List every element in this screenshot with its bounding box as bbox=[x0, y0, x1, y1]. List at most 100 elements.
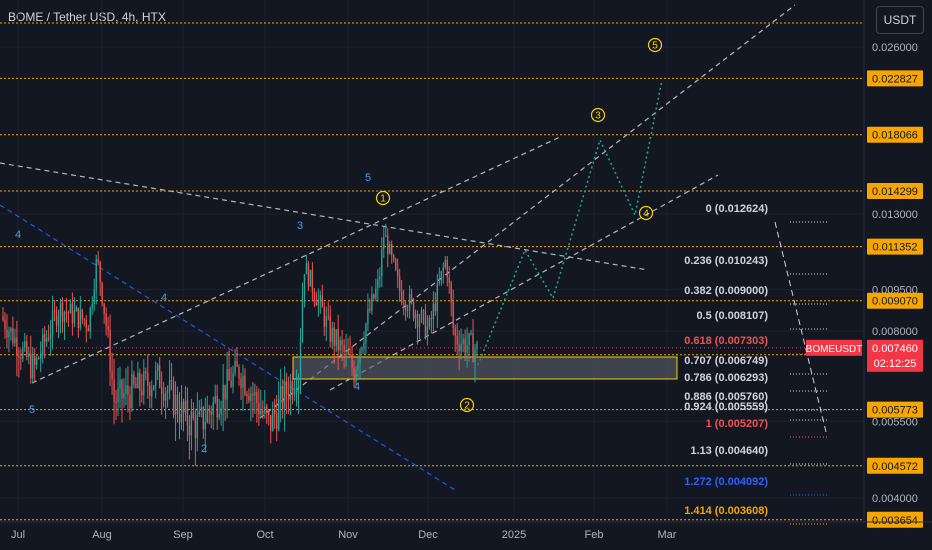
candle-body bbox=[182, 401, 185, 413]
candle-body bbox=[428, 317, 431, 327]
wave-circle-4 bbox=[638, 205, 654, 221]
candle-body bbox=[234, 360, 236, 374]
level-label-bg bbox=[867, 457, 923, 474]
candle-body bbox=[426, 326, 429, 338]
candle-body bbox=[242, 375, 244, 389]
candle-body bbox=[307, 263, 310, 287]
y-tick-label: 0.026000 bbox=[872, 42, 918, 54]
candle-body bbox=[351, 354, 353, 368]
level-label: 0.003654 bbox=[872, 515, 918, 527]
candle-body bbox=[291, 381, 294, 396]
candle-body bbox=[327, 316, 329, 318]
candle-body bbox=[438, 280, 441, 284]
candle-body bbox=[186, 400, 189, 426]
x-tick-label: Nov bbox=[338, 529, 358, 541]
candle-body bbox=[143, 371, 145, 396]
currency-button[interactable]: USDT bbox=[876, 6, 924, 34]
candle-body bbox=[272, 409, 274, 431]
candle-body bbox=[51, 310, 54, 334]
candle-body bbox=[424, 310, 427, 338]
candle-body bbox=[22, 347, 24, 359]
candle-body bbox=[91, 303, 93, 308]
channel-lower bbox=[329, 174, 719, 391]
candle-body bbox=[476, 342, 478, 350]
candle-body bbox=[361, 347, 363, 351]
candle-body bbox=[353, 367, 355, 382]
candle-body bbox=[270, 415, 272, 431]
wave-label-2: 2 bbox=[464, 401, 470, 412]
candle-body bbox=[222, 384, 224, 409]
candle-body bbox=[204, 422, 206, 430]
candle-body bbox=[137, 372, 139, 388]
fib-label: 0.886 (0.005760) bbox=[684, 391, 768, 403]
candle-body bbox=[168, 380, 171, 391]
candle-body bbox=[109, 330, 111, 372]
y-tick-label: 0.005500 bbox=[872, 416, 918, 428]
level-label-bg bbox=[867, 238, 923, 255]
candle-body bbox=[317, 299, 320, 306]
candle-body bbox=[305, 263, 308, 275]
candle-body bbox=[440, 271, 442, 281]
candle-body bbox=[77, 307, 80, 328]
candle-body bbox=[188, 425, 191, 436]
candle-body bbox=[442, 267, 444, 272]
fib-label: 0.382 (0.009000) bbox=[684, 285, 768, 297]
x-tick-label: Dec bbox=[418, 529, 438, 541]
candle-body bbox=[363, 342, 365, 348]
y-tick-label: 0.013000 bbox=[872, 209, 918, 221]
candle-body bbox=[232, 373, 234, 387]
x-tick-label: 2025 bbox=[502, 529, 526, 541]
candle-body bbox=[367, 308, 369, 324]
candle-body bbox=[313, 291, 316, 300]
wave-label-small: 4 bbox=[161, 292, 167, 304]
candle-body bbox=[456, 335, 458, 345]
candle-body bbox=[446, 259, 448, 278]
candle-body bbox=[381, 248, 383, 277]
candle-body bbox=[131, 374, 133, 409]
candle-body bbox=[460, 343, 462, 352]
candle-body bbox=[444, 259, 446, 268]
level-label: 0.009070 bbox=[872, 296, 918, 308]
candle-body bbox=[85, 320, 87, 328]
candle-body bbox=[420, 310, 423, 321]
fib-label: 0.618 (0.007303) bbox=[684, 335, 768, 347]
candle-body bbox=[172, 381, 175, 415]
candle-body bbox=[125, 385, 127, 394]
candle-body bbox=[287, 394, 290, 400]
candle-body bbox=[303, 274, 306, 296]
candle-body bbox=[141, 390, 143, 396]
chart-title: BOME / Tether USD, 4h, HTX bbox=[8, 10, 166, 24]
candle-body bbox=[450, 282, 452, 303]
candle-body bbox=[65, 312, 68, 314]
candle-body bbox=[319, 295, 322, 300]
candle-body bbox=[202, 407, 204, 430]
candle-body bbox=[4, 319, 6, 330]
x-tick-label: Feb bbox=[585, 529, 604, 541]
candle-body bbox=[158, 365, 161, 388]
candle-body bbox=[119, 380, 121, 389]
candle-body bbox=[192, 411, 195, 419]
wave-label-5: 5 bbox=[652, 41, 658, 52]
candle-body bbox=[462, 338, 464, 344]
candle-body bbox=[400, 291, 403, 303]
current-price-countdown: 02:12:25 bbox=[874, 358, 917, 370]
fib-label: 0 (0.012624) bbox=[706, 203, 769, 215]
wave-label-small: 2 bbox=[201, 443, 207, 455]
candle-body bbox=[49, 333, 52, 340]
candle-body bbox=[410, 293, 413, 300]
candle-body bbox=[151, 389, 153, 397]
candle-body bbox=[393, 254, 395, 260]
candle-body bbox=[343, 344, 345, 353]
candle-body bbox=[123, 393, 125, 399]
candle-body bbox=[323, 307, 325, 327]
candle-body bbox=[387, 235, 389, 255]
fib-label: 0.236 (0.010243) bbox=[684, 255, 768, 267]
candle-body bbox=[10, 328, 12, 332]
candle-body bbox=[389, 243, 391, 255]
candle-body bbox=[299, 341, 302, 380]
candle-body bbox=[83, 319, 85, 321]
candle-body bbox=[315, 299, 318, 306]
symbol-tag: BOMEUSDT bbox=[806, 344, 863, 355]
candle-body bbox=[474, 349, 476, 363]
